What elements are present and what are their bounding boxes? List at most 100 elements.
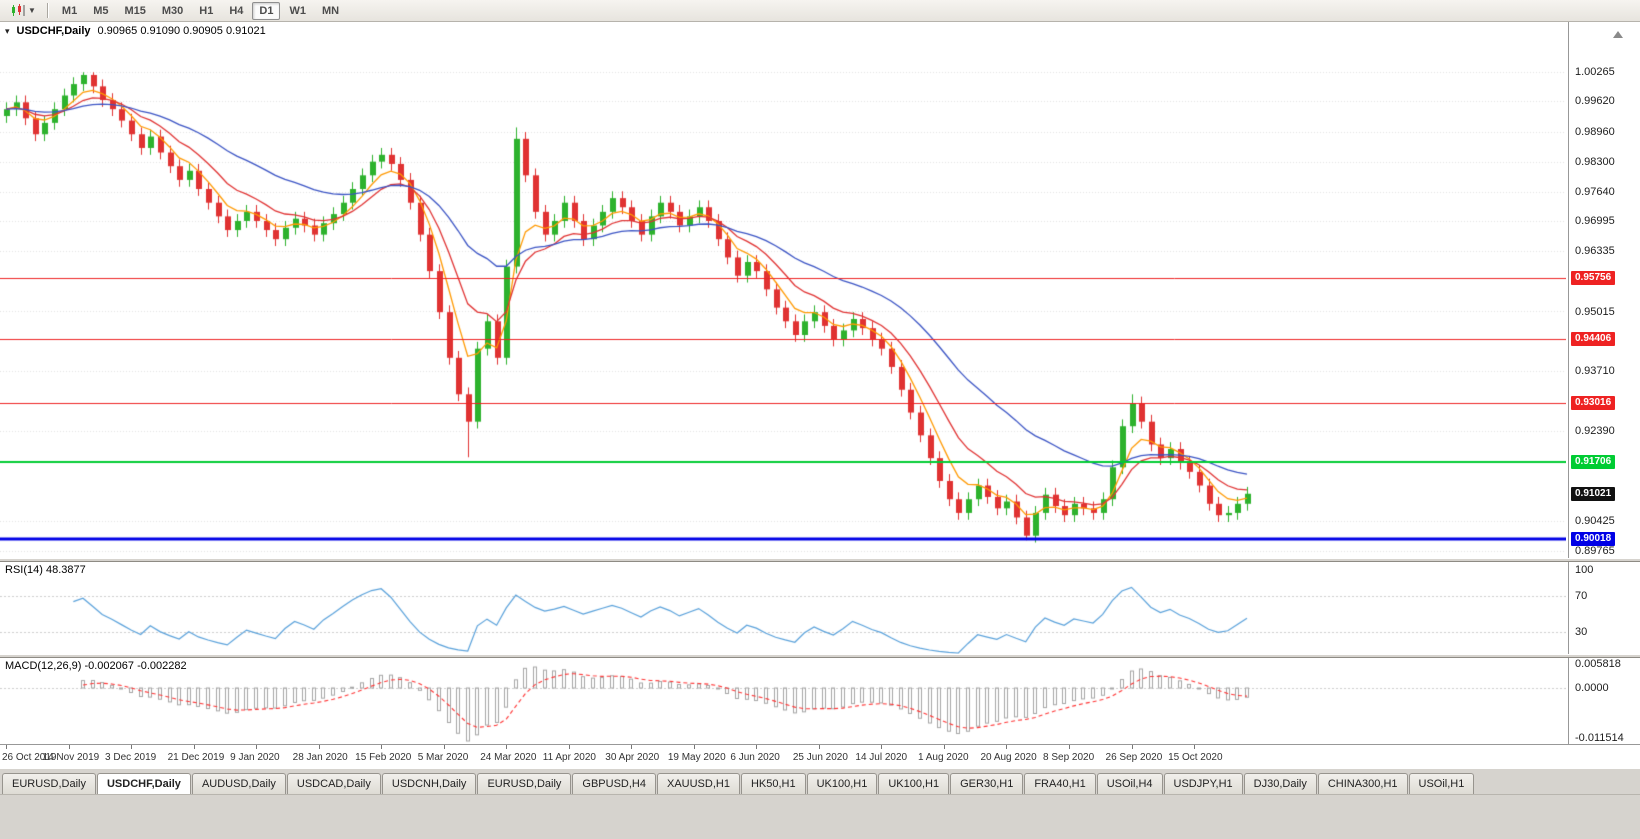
price-axis-label: 0.96995 — [1575, 215, 1615, 228]
chart-symbol-label: USDCHF,Daily — [16, 25, 91, 37]
chart-tab-usoil-h4[interactable]: USOil,H4 — [1096, 773, 1163, 794]
time-axis-tick — [444, 745, 445, 749]
chart-tab-fra40-h1[interactable]: FRA40,H1 — [1024, 773, 1096, 794]
price-axis-label: 0.90425 — [1575, 514, 1615, 527]
rsi-axis[interactable]: 100 70 30 — [1568, 562, 1640, 654]
chart-tab-china300-h1[interactable]: CHINA300,H1 — [1317, 773, 1408, 794]
time-axis-label: 14 Nov 2019 — [42, 752, 100, 763]
time-axis-label: 14 Jul 2020 — [855, 752, 908, 763]
panel-splitter[interactable] — [0, 558, 1640, 562]
toolbar-separator — [46, 3, 48, 18]
time-axis-label: 21 Dec 2019 — [167, 752, 225, 763]
timeframe-button-m30[interactable]: M30 — [161, 4, 184, 17]
time-axis-label: 26 Sep 2020 — [1105, 752, 1163, 763]
time-axis-label: 5 Mar 2020 — [417, 752, 469, 763]
macd-indicator-chart[interactable] — [0, 658, 1566, 744]
price-axis-label: 0.89765 — [1575, 545, 1615, 557]
timeframe-button-m1[interactable]: M1 — [61, 4, 78, 17]
time-axis[interactable]: 26 Oct 2019 14 Nov 2019 3 Dec 2019 21 Dec 2… — [0, 744, 1640, 768]
chart-tab-usdchf-daily[interactable]: USDCHF,Daily — [96, 773, 191, 794]
time-axis-tick — [1069, 745, 1070, 749]
time-axis-tick — [1006, 745, 1007, 749]
chart-tab-dj30-daily[interactable]: DJ30,Daily — [1243, 773, 1317, 794]
time-axis-label: 28 Jan 2020 — [292, 752, 348, 763]
price-axis-label: 0.98300 — [1575, 155, 1615, 168]
panel-splitter[interactable] — [0, 654, 1640, 658]
chart-ohlc-label: 0.90965 0.91090 0.90905 0.91021 — [97, 25, 266, 37]
macd-axis[interactable]: 0.005818 0.0000 -0.011514 — [1568, 658, 1640, 744]
time-axis-label: 20 Aug 2020 — [980, 752, 1037, 763]
rsi-axis-label: 100 — [1575, 564, 1594, 576]
time-axis-label: 24 Mar 2020 — [480, 752, 537, 763]
chart-tab-usdcnh-daily[interactable]: USDCNH,Daily — [381, 773, 477, 794]
time-axis-label: 1 Aug 2020 — [917, 752, 969, 763]
timeframe-button-h1[interactable]: H1 — [199, 4, 214, 17]
timeframe-button-d1[interactable]: D1 — [252, 1, 281, 20]
time-axis-tick — [881, 745, 882, 749]
timeframe-buttons: M1 M5 M15 M30 H1 H4 D1 W1 MN — [54, 1, 347, 20]
chart-tab-audusd-daily[interactable]: AUDUSD,Daily — [191, 773, 286, 794]
chart-tab-xauusd-h1[interactable]: XAUUSD,H1 — [656, 773, 740, 794]
time-axis-tick — [944, 745, 945, 749]
time-axis-tick — [819, 745, 820, 749]
chart-shift-marker-icon[interactable] — [1613, 31, 1623, 38]
chart-tab-eurusd-daily[interactable]: EURUSD,Daily — [477, 773, 572, 794]
macd-indicator-label: MACD(12,26,9) -0.002067 -0.002282 — [5, 660, 187, 672]
hline-price-badge: 0.95756 — [1571, 270, 1616, 285]
main-chart-panel: ▾ USDCHF,Daily 0.90965 0.91090 0.90905 0… — [0, 22, 1640, 558]
time-axis-tick — [506, 745, 507, 749]
time-axis-tick — [6, 745, 7, 749]
chart-type-button[interactable]: ▼ — [5, 2, 41, 19]
macd-axis-label: 0.0000 — [1575, 682, 1609, 694]
timeframe-toolbar: ▼ M1 M5 M15 M30 H1 H4 D1 W1 MN — [0, 0, 1640, 22]
chart-tab-hk50-h1[interactable]: HK50,H1 — [740, 773, 806, 794]
main-price-chart[interactable] — [0, 22, 1566, 558]
chart-tab-ger30-h1[interactable]: GER30,H1 — [950, 773, 1024, 794]
chart-title: ▾ USDCHF,Daily 0.90965 0.91090 0.90905 0… — [5, 25, 266, 37]
time-axis-label: 6 Jun 2020 — [730, 752, 780, 763]
macd-axis-label: 0.005818 — [1575, 658, 1621, 670]
hline-price-badge: 0.90018 — [1571, 532, 1616, 547]
time-axis-tick — [131, 745, 132, 749]
timeframe-button-m15[interactable]: M15 — [124, 4, 146, 17]
price-axis[interactable]: 1.00265 0.99620 0.98960 0.98300 0.97640 0.969… — [1568, 22, 1640, 558]
price-axis-label: 0.99620 — [1575, 95, 1615, 108]
chart-tab-eurusd-daily[interactable]: EURUSD,Daily — [2, 773, 96, 794]
timeframe-button-h4[interactable]: H4 — [229, 4, 244, 17]
chart-tab-uk100-h1[interactable]: UK100,H1 — [806, 773, 878, 794]
rsi-indicator-label: RSI(14) 48.3877 — [5, 564, 86, 576]
time-axis-label: 8 Sep 2020 — [1043, 752, 1095, 763]
price-axis-label: 1.00265 — [1575, 66, 1615, 78]
timeframe-button-mn[interactable]: MN — [321, 4, 340, 17]
price-axis-label: 0.98960 — [1575, 125, 1615, 138]
chart-tab-uk100-h1[interactable]: UK100,H1 — [878, 773, 950, 794]
rsi-axis-label: 30 — [1575, 625, 1588, 638]
time-axis-label: 26 Oct 2019 — [2, 752, 57, 763]
time-axis-tick — [256, 745, 257, 749]
time-axis-tick — [694, 745, 695, 749]
time-axis-label: 19 May 2020 — [667, 752, 726, 763]
timeframe-button-w1[interactable]: W1 — [289, 4, 306, 17]
rsi-axis-label: 70 — [1575, 590, 1588, 603]
time-axis-tick — [69, 745, 70, 749]
price-axis-label: 0.95015 — [1575, 305, 1615, 318]
time-axis-label: 9 Jan 2020 — [230, 752, 280, 763]
time-axis-tick — [756, 745, 757, 749]
time-axis-tick — [194, 745, 195, 749]
chart-tab-gbpusd-h4[interactable]: GBPUSD,H4 — [572, 773, 656, 794]
time-axis-label: 11 Apr 2020 — [542, 752, 596, 763]
chart-tab-usdjpy-h1[interactable]: USDJPY,H1 — [1163, 773, 1243, 794]
hline-price-badge: 0.93016 — [1571, 395, 1616, 410]
price-axis-label: 0.92390 — [1575, 425, 1615, 438]
time-axis-tick — [569, 745, 570, 749]
candlestick-chart-icon — [12, 4, 25, 16]
time-axis-label: 30 Apr 2020 — [605, 752, 660, 763]
timeframe-button-m5[interactable]: M5 — [93, 4, 109, 17]
chevron-down-icon: ▼ — [28, 6, 36, 15]
hline-price-badge: 0.94406 — [1571, 332, 1616, 347]
chart-tab-usdcad-daily[interactable]: USDCAD,Daily — [286, 773, 381, 794]
chart-tab-usoil-h1[interactable]: USOil,H1 — [1408, 773, 1475, 794]
rsi-indicator-chart[interactable] — [0, 562, 1566, 654]
rsi-panel: RSI(14) 48.3877 100 70 30 — [0, 562, 1640, 654]
